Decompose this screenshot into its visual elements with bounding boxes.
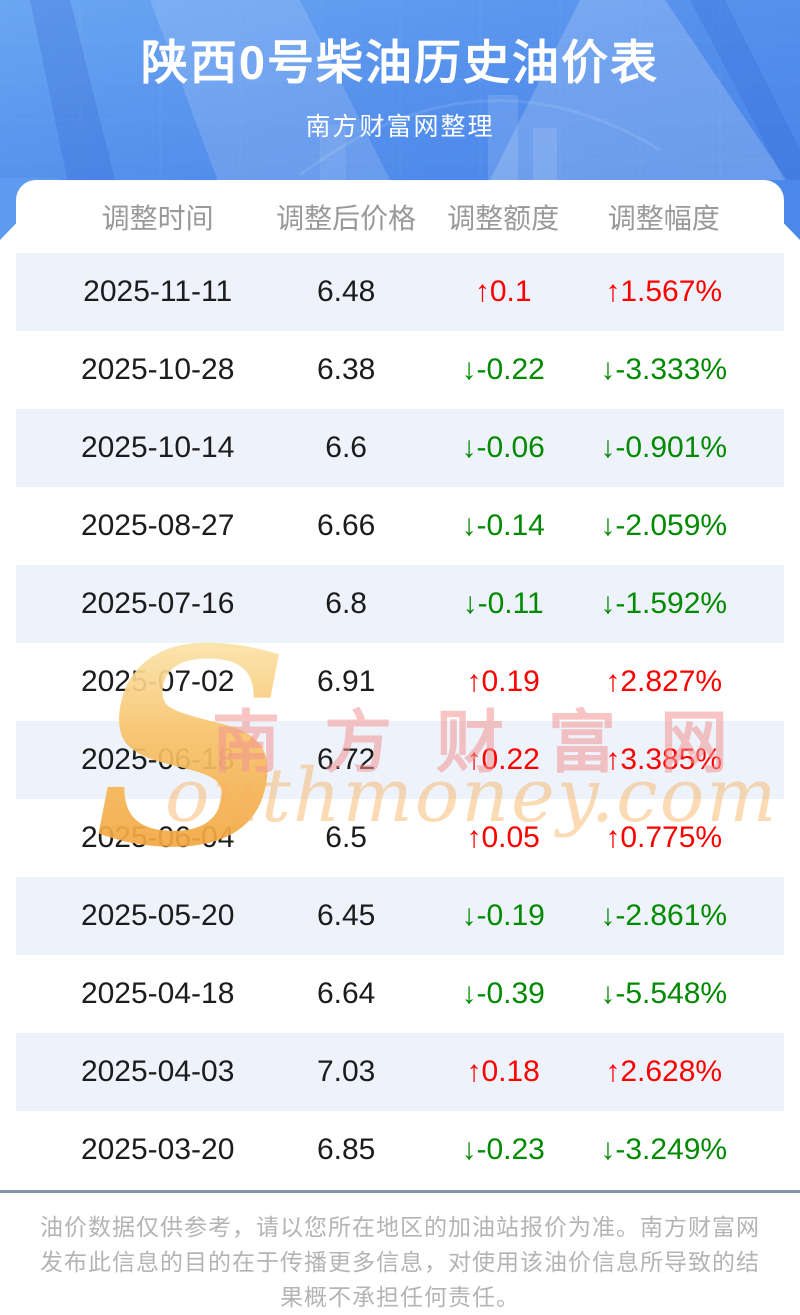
cell-percent: ↓-2.059%	[600, 509, 728, 542]
cell-change: ↓-0.11	[462, 587, 544, 620]
table-row: 2025-04-18 6.64 ↓-0.39 ↓-5.548%	[16, 955, 784, 1033]
cell-price: 6.64	[316, 977, 376, 1010]
hero-grid-lines	[0, 0, 800, 180]
cell-price: 6.72	[316, 743, 376, 776]
footer-divider	[0, 1190, 800, 1193]
cell-date: 2025-05-20	[80, 899, 235, 932]
cell-price: 6.45	[316, 899, 376, 932]
cell-date: 2025-11-11	[83, 275, 233, 308]
hero-left-sheet	[150, 0, 390, 180]
cell-date: 2025-06-04	[80, 821, 235, 854]
cell-price: 6.8	[325, 587, 367, 620]
cell-change: ↑0.18	[466, 1055, 540, 1088]
hero-right-beam	[690, 0, 800, 180]
table-row: 2025-06-04 6.5 ↑0.05 ↑0.775%	[16, 799, 784, 877]
table-row: 2025-08-27 6.66 ↓-0.14 ↓-2.059%	[16, 487, 784, 565]
cell-change: ↓-0.23	[461, 1133, 545, 1166]
disclaimer-line: 油价数据仅供参考，请以您所在地区的加油站报价为准。南方财富网	[40, 1214, 760, 1240]
column-header-adjusted-price: 调整后价格	[276, 202, 417, 234]
cell-percent: ↓-3.249%	[600, 1133, 728, 1166]
cell-price: 7.03	[316, 1055, 376, 1088]
hero-background-decor	[0, 0, 800, 240]
cell-change: ↓-0.14	[461, 509, 545, 542]
cell-percent: ↑2.628%	[605, 1055, 723, 1088]
cell-percent: ↑0.775%	[605, 821, 723, 854]
cell-change: ↓-0.06	[461, 431, 545, 464]
cell-price: 6.5	[325, 821, 367, 854]
cell-percent: ↓-5.548%	[600, 977, 728, 1010]
table-row: 2025-10-14 6.6 ↓-0.06 ↓-0.901%	[16, 409, 784, 487]
table-row: 2025-04-03 7.03 ↑0.18 ↑2.628%	[16, 1033, 784, 1111]
column-header-adjust-amount: 调整额度	[447, 202, 560, 234]
cell-percent: ↓-3.333%	[600, 353, 728, 386]
cell-date: 2025-08-27	[80, 509, 235, 542]
disclaimer-line: 果概不承担任何责任。	[280, 1284, 520, 1310]
cell-percent: ↓-1.592%	[600, 587, 728, 620]
cell-change: ↓-0.39	[461, 977, 545, 1010]
cell-date: 2025-07-02	[80, 665, 235, 698]
cell-date: 2025-10-14	[80, 431, 235, 464]
cell-date: 2025-06-18	[80, 743, 235, 776]
cell-percent: ↓-0.901%	[600, 431, 728, 464]
page-subtitle: 南方财富网整理	[305, 113, 495, 141]
cell-percent: ↑2.827%	[605, 665, 723, 698]
table-row: 2025-05-20 6.45 ↓-0.19 ↓-2.861%	[16, 877, 784, 955]
column-header-adjust-rate: 调整幅度	[607, 202, 720, 234]
cell-change: ↑0.22	[466, 743, 540, 776]
cell-change: ↑0.19	[466, 665, 540, 698]
cell-percent: ↓-2.861%	[600, 899, 728, 932]
cell-price: 6.66	[316, 509, 376, 542]
column-header-adjust-time: 调整时间	[101, 202, 214, 234]
hero-banner: 陕西0号柴油历史油价表 南方财富网整理	[0, 0, 800, 240]
table-row: 2025-10-28 6.38 ↓-0.22 ↓-3.333%	[16, 331, 784, 409]
cell-date: 2025-10-28	[80, 353, 235, 386]
cell-price: 6.85	[316, 1133, 376, 1166]
hero-blue-rect	[0, 0, 800, 180]
cell-price: 6.6	[325, 431, 367, 464]
hero-candlestick-decor	[320, 95, 557, 180]
table-body: 2025-11-11 6.48 ↑0.1 ↑1.567% 2025-10-28 …	[16, 253, 784, 1189]
table-row: 2025-07-16 6.8 ↓-0.11 ↓-1.592%	[16, 565, 784, 643]
hero-left-beam	[30, 0, 115, 180]
cell-change: ↓-0.19	[461, 899, 545, 932]
price-table-card: 调整时间 调整后价格 调整额度 调整幅度 2025-11-11 6.48 ↑0.…	[16, 180, 784, 1190]
hero-right-sheet	[490, 0, 787, 180]
hero-curve-decor	[299, 99, 661, 177]
cell-change: ↑0.05	[466, 821, 540, 854]
cell-price: 6.48	[316, 275, 376, 308]
cell-percent: ↑1.567%	[605, 275, 723, 308]
cell-date: 2025-07-16	[80, 587, 235, 620]
page-title: 陕西0号柴油历史油价表	[140, 36, 660, 89]
cell-date: 2025-04-18	[80, 977, 235, 1010]
disclaimer-text: 油价数据仅供参考，请以您所在地区的加油站报价为准。南方财富网 发布此信息的目的在…	[40, 1210, 760, 1315]
cell-price: 6.38	[316, 353, 376, 386]
cell-price: 6.91	[316, 665, 376, 698]
cell-change: ↓-0.22	[461, 353, 545, 386]
table-row: 2025-07-02 6.91 ↑0.19 ↑2.827%	[16, 643, 784, 721]
table-row: 2025-03-20 6.85 ↓-0.23 ↓-3.249%	[16, 1111, 784, 1189]
cell-percent: ↑3.385%	[605, 743, 723, 776]
cell-date: 2025-04-03	[80, 1055, 235, 1088]
table-row: 2025-11-11 6.48 ↑0.1 ↑1.567%	[16, 253, 784, 331]
table-row: 2025-06-18 6.72 ↑0.22 ↑3.385%	[16, 721, 784, 799]
cell-date: 2025-03-20	[80, 1133, 235, 1166]
cell-change: ↑0.1	[474, 275, 532, 308]
table-header-row: 调整时间 调整后价格 调整额度 调整幅度	[16, 180, 784, 253]
disclaimer-line: 发布此信息的目的在于传播更多信息，对使用该油价信息所导致的结	[40, 1249, 760, 1275]
